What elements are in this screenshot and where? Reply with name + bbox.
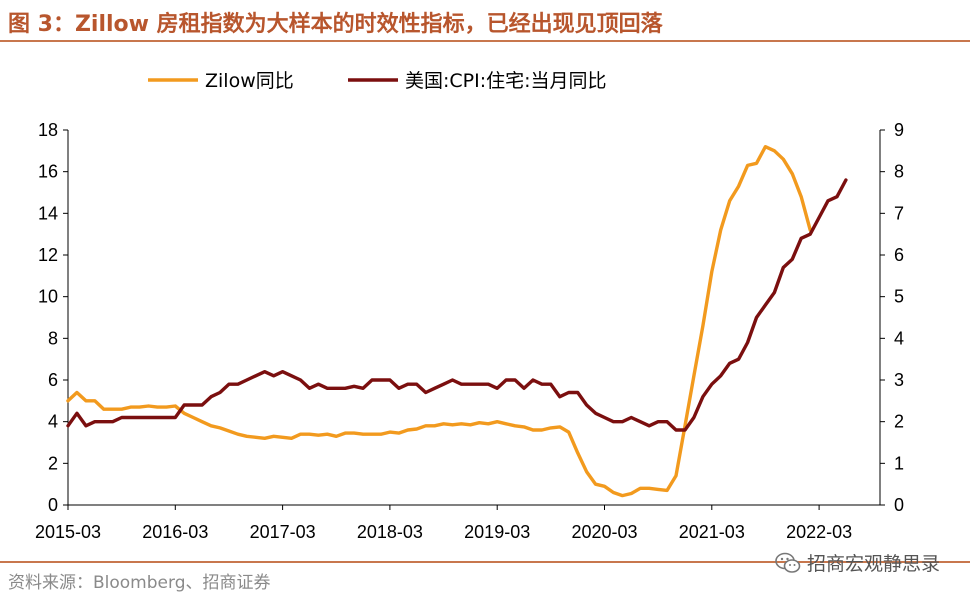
x-tick-label: 2017-03 xyxy=(250,522,316,542)
x-tick-label: 2015-03 xyxy=(35,522,101,542)
x-tick-label: 2021-03 xyxy=(679,522,745,542)
x-tick-label: 2019-03 xyxy=(464,522,530,542)
watermark: 招商宏观静思录 xyxy=(775,549,940,576)
y-right-tick-label: 3 xyxy=(894,370,904,390)
y-right-tick-label: 2 xyxy=(894,412,904,432)
legend-label-1: Zilow同比 xyxy=(205,70,294,92)
y-right-tick-label: 5 xyxy=(894,287,904,307)
watermark-text: 招商宏观静思录 xyxy=(806,553,940,575)
source-note: 资料来源：Bloomberg、招商证券 xyxy=(8,573,271,593)
x-tick-label: 2018-03 xyxy=(357,522,423,542)
y-left-tick-label: 18 xyxy=(38,120,58,140)
title-divider xyxy=(0,40,970,42)
y-right-tick-label: 1 xyxy=(894,453,904,473)
y-right-tick-label: 7 xyxy=(894,203,904,223)
y-left-tick-label: 2 xyxy=(48,453,58,473)
y-right-tick-label: 4 xyxy=(894,328,904,348)
y-right-tick-label: 8 xyxy=(894,162,904,182)
x-tick-label: 2020-03 xyxy=(571,522,637,542)
chart-title: 图 3：Zillow 房租指数为大样本的时效性指标，已经出现见顶回落 xyxy=(8,12,663,37)
y-left-tick-label: 16 xyxy=(38,162,58,182)
footer-divider xyxy=(0,561,970,563)
series-line-1 xyxy=(66,144,812,498)
legend: Zilow同比 美国:CPI:住宅:当月同比 xyxy=(148,70,607,92)
legend-label-2: 美国:CPI:住宅:当月同比 xyxy=(405,70,607,92)
y-right-tick-label: 9 xyxy=(894,120,904,140)
x-tick-label: 2022-03 xyxy=(786,522,852,542)
y-left-tick-label: 10 xyxy=(38,287,58,307)
y-left-tick-label: 12 xyxy=(38,245,58,265)
y-left-tick-label: 14 xyxy=(38,203,58,223)
wechat-icon xyxy=(775,552,801,573)
series-line-2 xyxy=(66,178,848,432)
y-right-tick-label: 6 xyxy=(894,245,904,265)
y-left-tick-label: 0 xyxy=(48,495,58,515)
x-tick-label: 2016-03 xyxy=(142,522,208,542)
y-left-tick-label: 4 xyxy=(48,412,58,432)
y-left-tick-label: 8 xyxy=(48,328,58,348)
y-left-tick-label: 6 xyxy=(48,370,58,390)
series-layer xyxy=(66,144,848,498)
y-right-tick-label: 0 xyxy=(894,495,904,515)
